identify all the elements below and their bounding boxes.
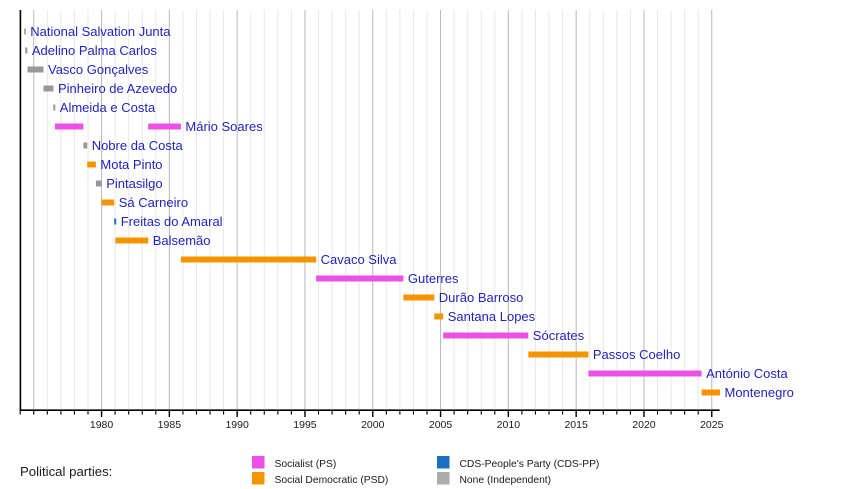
svg-text:1990: 1990 [225, 419, 249, 431]
svg-text:1980: 1980 [90, 419, 114, 431]
svg-text:Santana Lopes: Santana Lopes [448, 309, 536, 324]
svg-text:Guterres: Guterres [408, 271, 459, 286]
svg-text:1995: 1995 [293, 419, 317, 431]
svg-text:Pinheiro de Azevedo: Pinheiro de Azevedo [58, 81, 177, 96]
svg-text:Almeida e Costa: Almeida e Costa [60, 100, 156, 115]
svg-text:Nobre da Costa: Nobre da Costa [92, 138, 184, 153]
svg-text:2005: 2005 [429, 419, 453, 431]
svg-text:2025: 2025 [700, 419, 724, 431]
svg-text:2020: 2020 [632, 419, 656, 431]
svg-text:Political parties:: Political parties: [20, 464, 112, 479]
svg-text:Sócrates: Sócrates [533, 328, 585, 343]
svg-text:Vasco Gonçalves: Vasco Gonçalves [48, 62, 149, 77]
svg-text:Montenegro: Montenegro [725, 385, 794, 400]
svg-text:Mário Soares: Mário Soares [185, 119, 263, 134]
svg-text:Social Democratic (PSD): Social Democratic (PSD) [275, 475, 389, 486]
svg-text:Balsemão: Balsemão [153, 233, 211, 248]
svg-text:2015: 2015 [564, 419, 588, 431]
svg-text:CDS-People's Party (CDS-PP): CDS-People's Party (CDS-PP) [460, 459, 600, 470]
svg-text:Durão Barroso: Durão Barroso [439, 290, 524, 305]
svg-text:2000: 2000 [361, 419, 385, 431]
svg-text:Adelino Palma Carlos: Adelino Palma Carlos [32, 43, 158, 58]
svg-text:None (Independent): None (Independent) [460, 475, 552, 486]
svg-text:Pintasilgo: Pintasilgo [106, 176, 162, 191]
svg-text:2010: 2010 [497, 419, 521, 431]
svg-text:National Salvation Junta: National Salvation Junta [30, 24, 171, 39]
svg-text:Sá Carneiro: Sá Carneiro [119, 195, 188, 210]
svg-text:Mota Pinto: Mota Pinto [100, 157, 162, 172]
svg-text:Socialist (PS): Socialist (PS) [275, 459, 337, 470]
svg-text:Passos Coelho: Passos Coelho [593, 347, 680, 362]
svg-text:António Costa: António Costa [706, 366, 788, 381]
svg-text:Cavaco Silva: Cavaco Silva [321, 252, 398, 267]
svg-text:1985: 1985 [158, 419, 182, 431]
svg-text:Freitas do Amaral: Freitas do Amaral [121, 214, 223, 229]
